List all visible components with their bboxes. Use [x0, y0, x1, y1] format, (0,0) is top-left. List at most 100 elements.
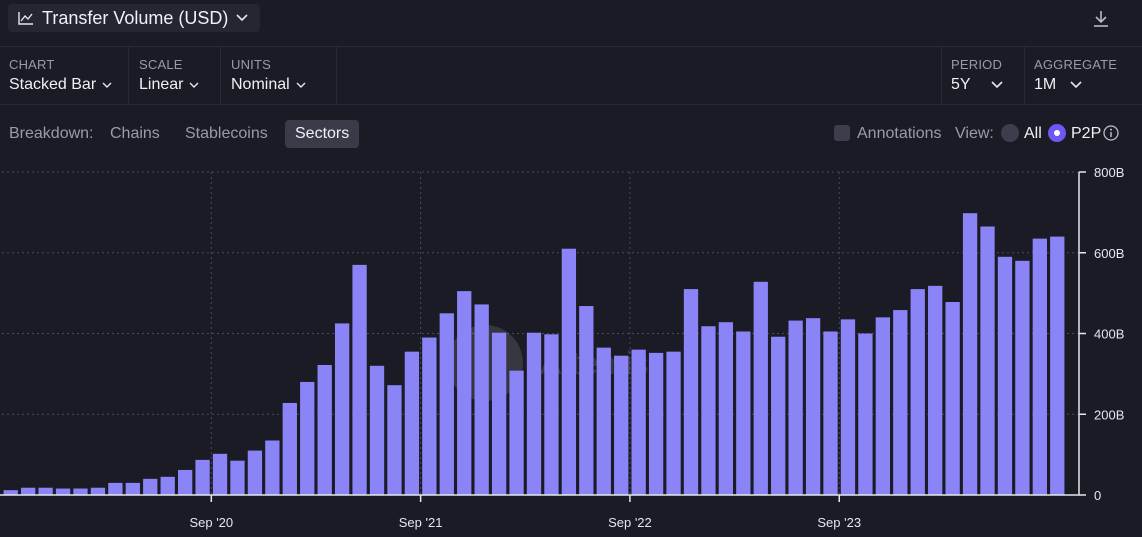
- bar[interactable]: [526, 332, 542, 495]
- bar[interactable]: [666, 351, 681, 495]
- units-label: UNITS: [231, 57, 271, 72]
- bar[interactable]: [369, 365, 385, 495]
- axes: 0 200B 400B 600B 800B Sep '20 Sep '21 Sep '22 Se…: [0, 165, 1124, 530]
- bar[interactable]: [282, 402, 297, 495]
- aggregate-select[interactable]: AGGREGATE 1M: [1024, 47, 1142, 104]
- tab-chains[interactable]: Chains: [110, 125, 160, 142]
- bar[interactable]: [457, 291, 472, 495]
- annotations-checkbox[interactable]: [834, 125, 850, 141]
- tab-stablecoins[interactable]: Stablecoins: [185, 125, 268, 142]
- x-tick-label: Sep '22: [608, 515, 652, 530]
- bar[interactable]: [143, 478, 158, 495]
- bar[interactable]: [631, 349, 646, 495]
- chart-type-value: Stacked Bar: [9, 76, 97, 93]
- bars: [3, 213, 1065, 496]
- line-chart-icon: [18, 12, 33, 25]
- bar[interactable]: [90, 487, 106, 495]
- chart-title-dropdown[interactable]: Transfer Volume (USD): [8, 4, 261, 32]
- bar[interactable]: [125, 482, 140, 495]
- bar[interactable]: [805, 318, 821, 495]
- bar[interactable]: [544, 334, 559, 495]
- scale-label: SCALE: [139, 57, 183, 72]
- annotations-label[interactable]: Annotations: [857, 125, 942, 142]
- bar[interactable]: [683, 289, 699, 495]
- breakdown-bar: Breakdown: Chains Stablecoins Sectors An…: [0, 117, 1142, 149]
- bar[interactable]: [945, 302, 960, 495]
- aggregate-value: 1M: [1034, 76, 1057, 93]
- info-icon[interactable]: [1103, 125, 1119, 141]
- bar[interactable]: [491, 332, 507, 495]
- bar[interactable]: [1050, 236, 1065, 495]
- chevron-down-icon: [102, 82, 112, 88]
- units-select[interactable]: UNITS Nominal: [222, 47, 337, 104]
- tab-sectors[interactable]: Sectors: [285, 120, 360, 148]
- period-value: 5Y: [951, 76, 971, 93]
- chart-title: Transfer Volume (USD): [42, 7, 229, 28]
- chart-type-select[interactable]: CHART Stacked Bar: [0, 47, 129, 104]
- view-all-radio[interactable]: [1001, 124, 1019, 142]
- view-p2p-label[interactable]: P2P: [1071, 125, 1102, 142]
- bar[interactable]: [980, 226, 995, 495]
- bar[interactable]: [3, 490, 18, 495]
- bar[interactable]: [317, 364, 332, 495]
- bar[interactable]: [55, 488, 71, 495]
- bar[interactable]: [474, 304, 489, 495]
- bar[interactable]: [561, 248, 577, 495]
- bar[interactable]: [509, 370, 524, 495]
- view-all-label[interactable]: All: [1024, 125, 1042, 142]
- bar[interactable]: [928, 285, 943, 495]
- bar[interactable]: [823, 331, 838, 495]
- bar[interactable]: [648, 352, 664, 495]
- units-value: Nominal: [231, 76, 290, 93]
- bar[interactable]: [230, 460, 245, 495]
- bar[interactable]: [177, 469, 193, 495]
- bar[interactable]: [840, 319, 856, 495]
- chevron-down-icon: [1070, 81, 1082, 89]
- bar[interactable]: [736, 331, 751, 495]
- bar[interactable]: [108, 482, 123, 495]
- bar[interactable]: [858, 333, 873, 496]
- bar[interactable]: [300, 381, 315, 495]
- bar[interactable]: [334, 323, 350, 495]
- bar[interactable]: [73, 488, 88, 495]
- view-p2p-radio[interactable]: [1048, 124, 1066, 142]
- chevron-down-icon: [991, 81, 1003, 89]
- period-label: PERIOD: [951, 57, 1003, 72]
- bar[interactable]: [195, 459, 210, 495]
- bar[interactable]: [579, 306, 594, 495]
- bar[interactable]: [247, 450, 263, 495]
- bar[interactable]: [265, 440, 280, 495]
- bar[interactable]: [997, 256, 1013, 495]
- bar[interactable]: [38, 487, 53, 495]
- bar[interactable]: [875, 317, 891, 495]
- bar[interactable]: [718, 322, 734, 495]
- x-tick-label: Sep '20: [189, 515, 233, 530]
- bar[interactable]: [893, 310, 908, 495]
- bar[interactable]: [962, 213, 978, 495]
- bar[interactable]: [910, 289, 925, 495]
- x-tick-label: Sep '23: [817, 515, 861, 530]
- bar[interactable]: [788, 320, 803, 495]
- y-tick-label: 0: [1094, 488, 1101, 503]
- bar[interactable]: [701, 326, 716, 495]
- download-icon[interactable]: [1090, 8, 1112, 30]
- bar[interactable]: [21, 487, 36, 495]
- bar[interactable]: [160, 476, 175, 495]
- bar[interactable]: [1015, 260, 1030, 495]
- bar[interactable]: [771, 336, 786, 495]
- bar[interactable]: [614, 355, 629, 495]
- bar[interactable]: [387, 385, 402, 495]
- y-tick-label: 200B: [1094, 407, 1124, 422]
- bar[interactable]: [596, 347, 611, 495]
- scale-select[interactable]: SCALE Linear: [130, 47, 221, 104]
- bar[interactable]: [212, 453, 228, 495]
- bar[interactable]: [352, 264, 367, 495]
- y-tick-label: 400B: [1094, 327, 1124, 342]
- bar[interactable]: [753, 281, 768, 495]
- bar[interactable]: [404, 351, 420, 495]
- chevron-down-icon: [236, 14, 248, 22]
- bar[interactable]: [1032, 238, 1047, 495]
- bar[interactable]: [439, 313, 454, 495]
- bar[interactable]: [422, 337, 437, 495]
- period-select[interactable]: PERIOD 5Y: [941, 47, 1025, 104]
